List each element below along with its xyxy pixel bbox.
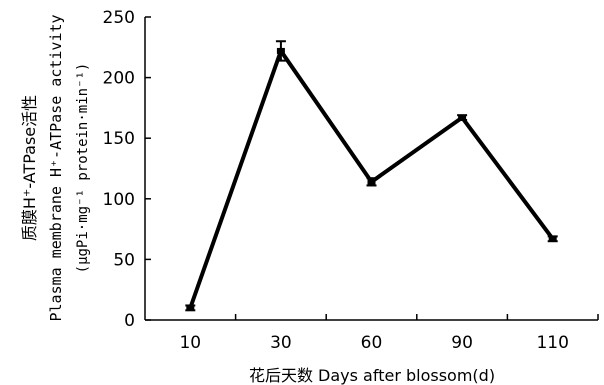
data-point bbox=[367, 178, 376, 185]
y-axis-label-line-1: 质膜H⁺-ATPase活性 bbox=[20, 95, 39, 241]
x-tick-label: 30 bbox=[270, 333, 292, 353]
x-tick-label: 110 bbox=[536, 333, 568, 353]
y-tick-label: 200 bbox=[103, 69, 135, 89]
axes bbox=[144, 17, 598, 321]
y-tick-label: 50 bbox=[113, 250, 135, 270]
data-point bbox=[276, 47, 285, 54]
y-ticks: 0 50 100 150 200 250 bbox=[103, 8, 151, 331]
x-tick-label: 90 bbox=[451, 333, 473, 353]
series bbox=[185, 40, 558, 312]
data-point bbox=[458, 114, 467, 121]
y-tick-label: 100 bbox=[103, 190, 135, 210]
data-point bbox=[186, 304, 195, 311]
y-axis-label-line-2: Plasma membrane H⁺-ATPase activity bbox=[47, 14, 65, 321]
y-axis-label-line-3: (μgPi·mg⁻¹ protein·min⁻¹) bbox=[75, 63, 91, 274]
x-ticks: 10 30 60 90 110 bbox=[179, 314, 599, 353]
data-point bbox=[548, 235, 557, 242]
y-tick-label: 250 bbox=[103, 8, 135, 28]
x-axis-label: 花后天数 Days after blossom(d) bbox=[249, 366, 495, 385]
x-tick-label: 10 bbox=[179, 333, 201, 353]
y-tick-label: 150 bbox=[103, 129, 135, 149]
x-tick-label: 60 bbox=[361, 333, 383, 353]
y-tick-label: 0 bbox=[124, 311, 135, 331]
